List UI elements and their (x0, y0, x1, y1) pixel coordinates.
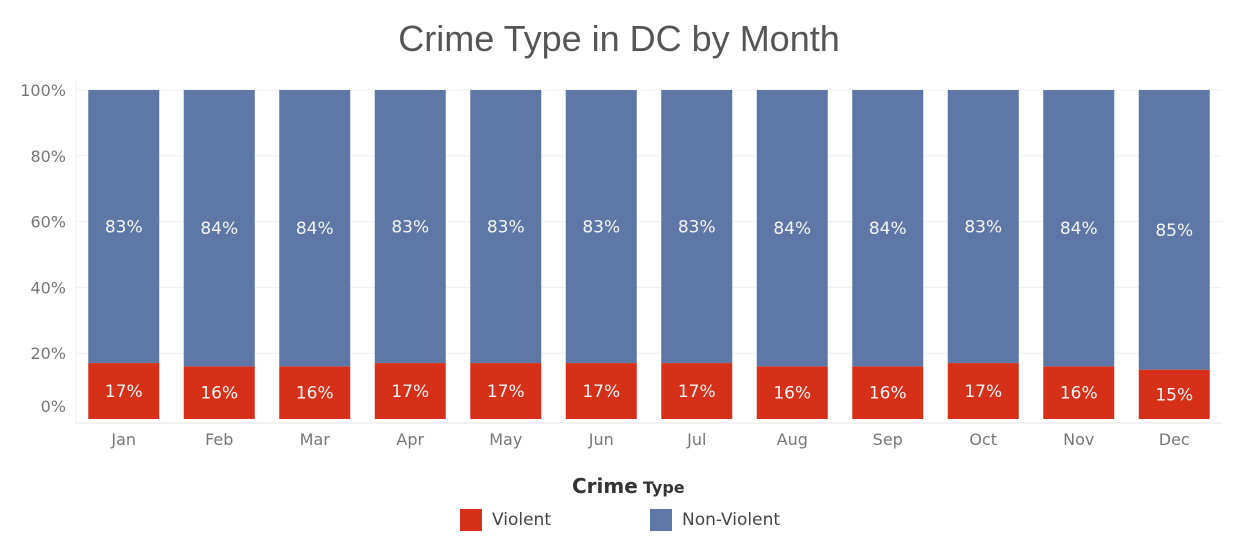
x-tick-label: Jul (686, 430, 706, 449)
data-label-feb-violent: 16% (200, 384, 238, 404)
data-label-jan-violent: 17% (105, 382, 143, 402)
data-label-may-violent: 17% (487, 382, 525, 402)
legend-item-violent[interactable]: Violent (460, 508, 551, 532)
y-tick-label: 20% (30, 344, 66, 363)
bar-oct-non-violent[interactable] (947, 90, 1019, 364)
bar-nov-violent[interactable] (1043, 366, 1115, 419)
bar-nov-non-violent[interactable] (1043, 90, 1115, 367)
y-tick-label: 60% (30, 213, 66, 232)
legend-title-sub: Type (642, 478, 685, 497)
data-label-oct-violent: 17% (964, 382, 1002, 402)
data-label-dec-non-violent: 85% (1155, 221, 1193, 241)
data-label-jan-non-violent: 83% (105, 218, 143, 238)
bar-dec-non-violent[interactable] (1138, 90, 1210, 370)
data-label-may-non-violent: 83% (487, 218, 525, 238)
bar-oct-violent[interactable] (947, 363, 1019, 419)
bar-feb-violent[interactable] (183, 366, 255, 419)
y-axis-ticks: 0% 20% 40% 60% 80% 100% (20, 81, 66, 416)
x-tick-label: Aug (777, 430, 808, 449)
data-label-aug-violent: 16% (773, 384, 811, 404)
x-tick-label: May (489, 430, 522, 449)
y-tick-label: 100% (20, 81, 66, 100)
x-tick-label: Apr (396, 430, 424, 449)
data-label-aug-non-violent: 84% (773, 219, 811, 239)
bar-apr-non-violent[interactable] (374, 90, 446, 364)
x-tick-label: Dec (1159, 430, 1190, 449)
legend-title: Crime Type (572, 474, 685, 498)
data-label-mar-non-violent: 84% (296, 219, 334, 239)
x-axis-ticks: Jan Feb Mar Apr May Jun Jul Aug Sep Oct Nov Dec (110, 430, 1189, 449)
y-tick-label: 80% (30, 147, 66, 166)
bar-aug-non-violent[interactable] (756, 90, 828, 367)
bar-apr-violent[interactable] (374, 363, 446, 419)
legend-swatch-violent (460, 509, 482, 531)
bar-dec-violent[interactable] (1138, 369, 1210, 419)
bar-may-violent[interactable] (470, 363, 542, 419)
legend-item-non-violent[interactable]: Non-Violent (650, 508, 780, 532)
data-label-apr-violent: 17% (391, 382, 429, 402)
data-label-nov-violent: 16% (1060, 384, 1098, 404)
legend-label-non-violent: Non-Violent (682, 510, 781, 530)
x-tick-label: Jan (110, 430, 136, 449)
grid-lines (75, 80, 1222, 424)
bar-mar-violent[interactable] (279, 366, 351, 419)
x-tick-label: Nov (1063, 430, 1094, 449)
bar-may-non-violent[interactable] (470, 90, 542, 364)
bar-jan-violent[interactable] (88, 363, 160, 419)
x-tick-label: Oct (969, 430, 997, 449)
y-tick-label: 0% (41, 397, 66, 416)
data-label-dec-violent: 15% (1155, 385, 1193, 405)
bar-jul-violent[interactable] (661, 363, 733, 419)
data-label-nov-non-violent: 84% (1060, 219, 1098, 239)
data-label-jul-non-violent: 83% (678, 218, 716, 238)
bars: 17% 83% 16% 84% 16% 84% 17% 83% 17% 83% 17% 83% 17% 8… (88, 90, 1210, 419)
data-label-sep-violent: 16% (869, 384, 907, 404)
data-label-oct-non-violent: 83% (964, 218, 1002, 238)
x-tick-label: Jun (588, 430, 614, 449)
x-tick-label: Feb (205, 430, 233, 449)
data-label-jun-non-violent: 83% (582, 218, 620, 238)
y-tick-label: 40% (30, 278, 66, 297)
data-label-jul-violent: 17% (678, 382, 716, 402)
legend-title-main: Crime (572, 474, 638, 498)
data-label-apr-non-violent: 83% (391, 218, 429, 238)
bar-jan-non-violent[interactable] (88, 90, 160, 364)
x-tick-label: Mar (300, 430, 331, 449)
legend-swatch-non-violent (650, 509, 672, 531)
bar-sep-non-violent[interactable] (852, 90, 924, 367)
bar-sep-violent[interactable] (852, 366, 924, 419)
data-label-mar-violent: 16% (296, 384, 334, 404)
bar-aug-violent[interactable] (756, 366, 828, 419)
bar-feb-non-violent[interactable] (183, 90, 255, 367)
x-tick-label: Sep (873, 430, 903, 449)
bar-jul-non-violent[interactable] (661, 90, 733, 364)
bar-jun-violent[interactable] (565, 363, 637, 419)
bar-mar-non-violent[interactable] (279, 90, 351, 367)
bar-jun-non-violent[interactable] (565, 90, 637, 364)
data-label-feb-non-violent: 84% (200, 219, 238, 239)
chart-title: Crime Type in DC by Month (398, 18, 840, 59)
legend-label-violent: Violent (492, 510, 552, 530)
data-label-jun-violent: 17% (582, 382, 620, 402)
data-label-sep-non-violent: 84% (869, 219, 907, 239)
